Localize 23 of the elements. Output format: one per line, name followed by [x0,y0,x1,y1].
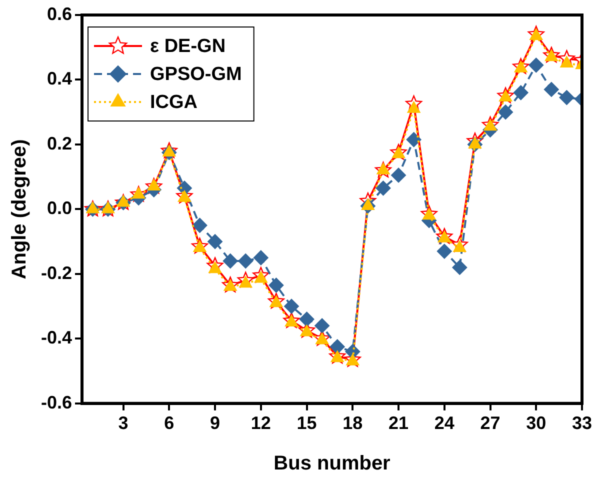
y-tick-label: 0.2 [46,133,72,154]
x-tick-label: 9 [210,413,220,434]
y-tick-label: -0.6 [40,392,72,412]
x-tick-label: 3 [118,413,128,434]
x-tick-label: 24 [434,413,454,434]
x-tick-label: 18 [342,413,363,434]
x-tick-label: 33 [572,413,592,434]
x-tick-label: 12 [250,413,271,434]
x-tick-label: 15 [296,413,317,434]
legend-label: GPSO-GM [150,64,242,86]
y-tick-label: -0.4 [40,328,72,348]
x-tick-label: 30 [526,413,546,434]
y-tick-label: 0.6 [46,4,72,24]
x-tick-label: 21 [388,413,409,434]
y-tick-label: -0.2 [40,262,72,283]
x-tick-label: 6 [164,413,174,434]
y-axis-title: Angle (degree) [8,139,31,280]
y-tick-label: 0.0 [46,198,72,218]
x-axis-title: Bus number [274,452,391,475]
legend-label: ε DE-GN [150,36,226,58]
legend-label: ICGA [150,92,198,114]
x-tick-label: 27 [480,413,500,434]
y-tick-label: 0.4 [46,68,72,89]
